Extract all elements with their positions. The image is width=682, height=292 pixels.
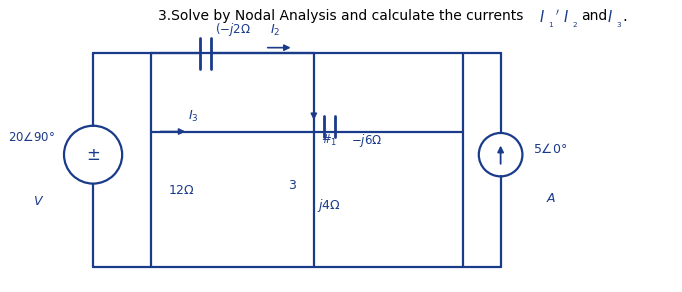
Text: $j4\Omega$: $j4\Omega$: [317, 197, 341, 214]
Text: $I_2$: $I_2$: [269, 22, 280, 38]
Text: $_1$: $_1$: [548, 20, 554, 30]
Text: $'$: $'$: [555, 9, 560, 24]
Text: $\pm$: $\pm$: [86, 146, 100, 164]
Text: $5\angle0°$: $5\angle0°$: [533, 142, 567, 156]
Text: 3.Solve by Nodal Analysis and calculate the currents: 3.Solve by Nodal Analysis and calculate …: [158, 9, 524, 22]
Text: $I_3$: $I_3$: [188, 109, 198, 124]
Text: .: .: [622, 9, 627, 24]
Text: and: and: [582, 9, 608, 22]
Text: $_2$: $_2$: [572, 20, 578, 30]
Text: $I$: $I$: [563, 9, 569, 25]
Text: $V$: $V$: [33, 195, 44, 208]
Text: $A$: $A$: [546, 192, 557, 205]
Text: $3$: $3$: [288, 178, 297, 192]
Text: $20\angle90°$: $20\angle90°$: [8, 131, 55, 144]
Text: $I$: $I$: [607, 9, 613, 25]
Text: $\#_1$: $\#_1$: [321, 133, 337, 148]
Text: $I$: $I$: [539, 9, 545, 25]
Text: $_3$: $_3$: [616, 20, 622, 30]
Text: $-j6\Omega$: $-j6\Omega$: [351, 132, 383, 149]
Text: $12\Omega$: $12\Omega$: [168, 184, 195, 197]
Text: $(-j2\Omega$: $(-j2\Omega$: [216, 20, 251, 38]
